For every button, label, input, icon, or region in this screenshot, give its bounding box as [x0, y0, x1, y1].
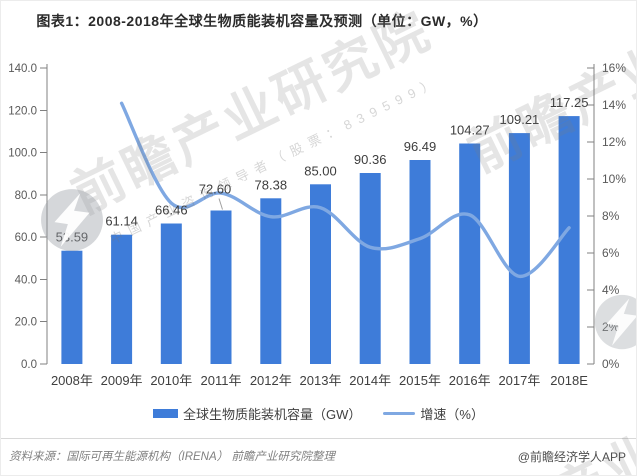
value-label-leader-line — [218, 198, 223, 210]
right-axis-tick-label: 14% — [602, 98, 626, 112]
right-axis-tick-label: 2% — [602, 320, 620, 334]
bar-value-label: 61.14 — [105, 214, 138, 229]
axes — [46, 64, 595, 364]
right-axis-tick-label: 6% — [602, 246, 620, 260]
bar-2017年 — [508, 133, 530, 364]
left-axis-tick-label: 80.0 — [15, 190, 37, 202]
x-axis-label: 2018E — [550, 373, 588, 388]
left-axis-tick-label: 120.0 — [8, 105, 37, 117]
legend-item-capacity: 全球生物质能装机容量（GW） — [153, 404, 361, 423]
app-credit: @前瞻经济学人APP — [517, 450, 626, 464]
legend: 全球生物质能装机容量（GW） 增速（%） — [1, 404, 636, 423]
bar-value-label: 109.21 — [500, 112, 540, 127]
legend-label-growth: 增速（%） — [420, 407, 484, 422]
bar-value-label: 85.00 — [304, 163, 337, 178]
bar-2013年 — [310, 184, 331, 364]
right-axis-ticks: 0% 2% 4% 6% 8% 10% 12% 14% 16% — [587, 61, 626, 371]
x-axis-label: 2016年 — [449, 373, 491, 388]
right-axis-tick-label: 4% — [602, 283, 620, 297]
x-axis-label: 2009年 — [101, 373, 143, 388]
left-axis-tick-label: 60.0 — [15, 232, 37, 244]
bar-2008年 — [61, 250, 83, 364]
bar-value-label: 72.60 — [199, 182, 232, 197]
right-axis-tick-label: 10% — [602, 172, 626, 186]
x-axis-label: 2013年 — [300, 373, 342, 388]
x-axis-label: 2011年 — [201, 373, 242, 388]
left-axis-tick-label: 0.0 — [21, 359, 37, 371]
right-axis-tick-label: 8% — [602, 209, 620, 223]
bar-value-label: 78.38 — [255, 177, 288, 192]
right-axis-tick-label: 16% — [602, 61, 626, 75]
growth-line-series — [119, 101, 571, 278]
bar-2014年 — [359, 173, 381, 364]
line-swatch-icon — [383, 412, 416, 415]
legend-label-capacity: 全球生物质能装机容量（GW） — [183, 407, 362, 422]
left-axis-tick-label: 20.0 — [15, 317, 37, 329]
right-axis-tick-label: 12% — [602, 135, 626, 149]
bar-value-label: 117.25 — [550, 95, 589, 110]
x-axis-label: 2017年 — [498, 373, 540, 388]
bar-value-label: 53.59 — [56, 230, 89, 245]
bar-2010年 — [160, 223, 182, 364]
bars-capacity-series — [61, 116, 580, 364]
bar-2015年 — [409, 160, 431, 364]
bar-2016年 — [459, 143, 481, 364]
x-axis-label: 2012年 — [250, 373, 292, 388]
x-axis-label: 2014年 — [349, 373, 391, 388]
left-axis-tick-label: 40.0 — [15, 274, 37, 286]
left-axis-ticks: 0.0 20.0 40.0 60.0 80.0 100.0 120.0 140.0 — [8, 63, 47, 371]
chart-title: 图表1：2008-2018年全球生物质能装机容量及预测（单位：GW，%） — [36, 13, 488, 29]
source-note: 资料来源：国际可再生能源机构（IRENA） 前瞻产业研究院整理 — [9, 451, 335, 463]
bar-2011年 — [210, 210, 232, 364]
x-axis-label: 2008年 — [51, 373, 93, 388]
x-axis-label: 2010年 — [150, 373, 192, 388]
left-axis-tick-label: 140.0 — [8, 63, 37, 75]
bar-swatch-icon — [153, 409, 179, 418]
bar-value-label: 66.46 — [155, 203, 188, 218]
bar-value-label: 104.27 — [450, 123, 490, 138]
left-axis-tick-label: 100.0 — [8, 148, 37, 160]
right-axis-tick-label: 0% — [602, 357, 620, 371]
bar-2018E — [558, 116, 580, 364]
bar-2012年 — [260, 198, 282, 364]
bar-2009年 — [111, 234, 133, 364]
legend-item-growth: 增速（%） — [383, 404, 484, 423]
footer: 资料来源：国际可再生能源机构（IRENA） 前瞻产业研究院整理 @前瞻经济学人A… — [1, 438, 636, 465]
bar-value-label: 96.49 — [404, 139, 437, 154]
x-axis-labels: 2008年 2009年 2010年 2011年 2012年 2013年 2014年 2015年… — [51, 373, 588, 388]
bar-value-label: 90.36 — [354, 152, 387, 167]
x-axis-label: 2015年 — [399, 373, 441, 388]
